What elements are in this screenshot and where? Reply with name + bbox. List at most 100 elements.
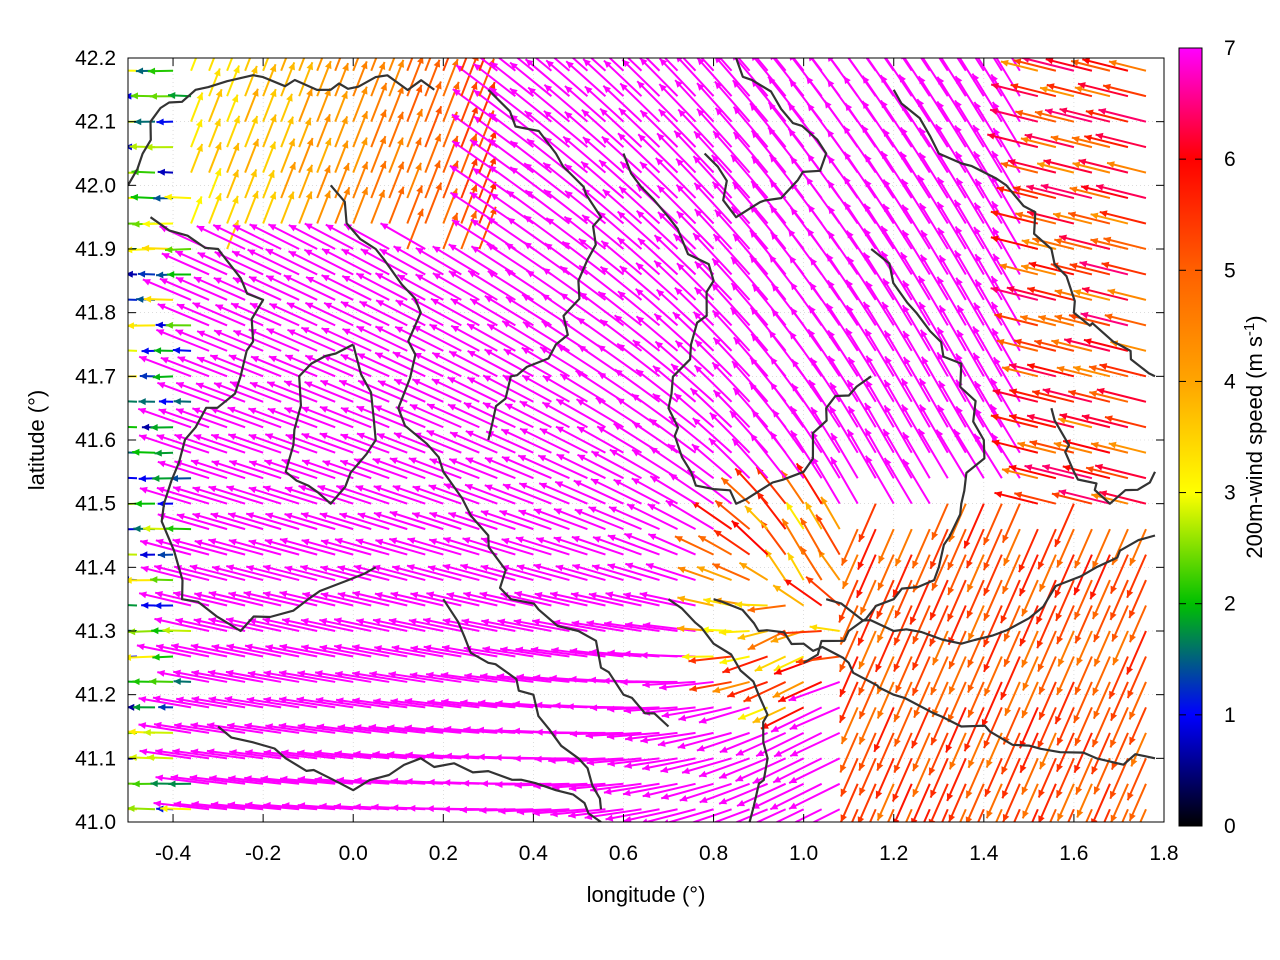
wind-vector xyxy=(931,554,949,591)
wind-vector xyxy=(248,539,300,556)
wind-vector xyxy=(807,328,841,377)
wind-vector xyxy=(1056,528,1075,568)
wind-vector xyxy=(974,178,1003,225)
wind-vector xyxy=(496,673,552,683)
wind-vector xyxy=(301,406,354,429)
wind-vector xyxy=(839,656,859,698)
wind-vector xyxy=(903,356,931,403)
wind-vector xyxy=(879,74,913,123)
wind-vector xyxy=(911,783,931,822)
wind-vector xyxy=(356,432,408,454)
wind-vector xyxy=(406,137,422,173)
wind-vector xyxy=(1056,656,1075,696)
wind-vector xyxy=(712,808,750,822)
wind-vector xyxy=(713,529,751,556)
wind-vector xyxy=(1037,528,1057,570)
wind-vector xyxy=(948,732,967,770)
wind-vector xyxy=(577,453,624,480)
wind-vector xyxy=(1001,365,1039,378)
y-tick-label: 42.1 xyxy=(75,111,116,134)
wind-vector xyxy=(245,564,300,582)
wind-vector xyxy=(389,510,444,531)
wind-vector xyxy=(128,654,156,661)
wind-vector xyxy=(1037,630,1057,673)
wind-vector xyxy=(562,135,607,174)
wind-vector xyxy=(1090,441,1129,454)
wind-vector xyxy=(864,402,895,454)
wind-vector xyxy=(153,721,210,734)
wind-vector xyxy=(857,783,877,822)
wind-vector xyxy=(929,579,949,621)
wind-vector xyxy=(677,566,714,582)
wind-vector xyxy=(677,731,732,750)
contour-line xyxy=(622,153,872,505)
wind-vector xyxy=(884,355,913,403)
wind-vector xyxy=(424,59,441,97)
wind-vector xyxy=(948,783,967,822)
wind-vector xyxy=(954,151,985,199)
wind-vector xyxy=(280,138,296,173)
wind-vector xyxy=(893,605,913,646)
wind-vector xyxy=(1095,132,1147,149)
wind-vector xyxy=(902,431,931,479)
wind-vector xyxy=(247,248,300,276)
wind-vector xyxy=(334,90,348,123)
wind-vector xyxy=(1075,630,1093,666)
wind-vector xyxy=(790,430,823,479)
wind-vector xyxy=(621,58,661,97)
wind-vector xyxy=(352,670,408,683)
wind-vector xyxy=(1034,110,1075,123)
wind-vector xyxy=(246,696,300,709)
wind-vector xyxy=(985,783,1003,819)
wind-vector xyxy=(729,306,769,352)
wind-vector xyxy=(977,58,1003,97)
wind-vector xyxy=(355,485,408,505)
wind-vector xyxy=(967,732,985,769)
wind-vector xyxy=(284,512,336,531)
wind-vector xyxy=(945,706,967,753)
wind-vector xyxy=(616,342,661,378)
wind-vector xyxy=(304,301,354,327)
wind-vector xyxy=(992,388,1039,403)
wind-vector xyxy=(986,132,1039,149)
wind-vector xyxy=(532,808,588,817)
wind-vector xyxy=(351,644,408,658)
wind-vector xyxy=(297,723,354,734)
wind-vector xyxy=(406,108,424,148)
wind-vector xyxy=(443,725,498,734)
x-tick-label: 1.4 xyxy=(969,842,999,865)
wind-vector xyxy=(1056,605,1075,645)
wind-vector xyxy=(606,731,660,740)
wind-vector xyxy=(1109,706,1129,748)
wind-vector xyxy=(1126,757,1147,801)
wind-vector xyxy=(862,252,895,301)
wind-vector xyxy=(333,643,390,658)
wind-vector xyxy=(692,311,733,352)
wind-vector xyxy=(910,706,931,749)
wind-vector xyxy=(921,356,949,403)
wind-vector xyxy=(298,61,314,97)
wind-vector xyxy=(265,644,318,658)
wind-vector xyxy=(372,564,426,582)
wind-vector xyxy=(210,801,264,811)
wind-vector xyxy=(406,185,424,224)
wind-vector xyxy=(1054,681,1075,725)
wind-vector xyxy=(1021,579,1039,617)
wind-vector xyxy=(442,58,450,72)
x-tick-label: -0.4 xyxy=(155,842,192,865)
wind-vector xyxy=(208,141,222,173)
wind-vector xyxy=(1103,808,1111,822)
wind-vector xyxy=(1093,630,1111,667)
wind-vector xyxy=(515,646,570,658)
wind-vector xyxy=(799,517,823,556)
wind-vector xyxy=(1019,314,1057,327)
wind-vector xyxy=(317,484,372,505)
wind-vector xyxy=(963,503,985,549)
wind-vector xyxy=(1021,58,1075,72)
wind-vector xyxy=(1096,387,1147,403)
wind-vector xyxy=(262,191,277,224)
wind-vector xyxy=(497,618,552,632)
colorbar-ticks: 0 1 2 3 4 5 6 7 xyxy=(1179,37,1236,838)
wind-vector xyxy=(279,643,336,658)
wind-vector xyxy=(876,732,895,772)
